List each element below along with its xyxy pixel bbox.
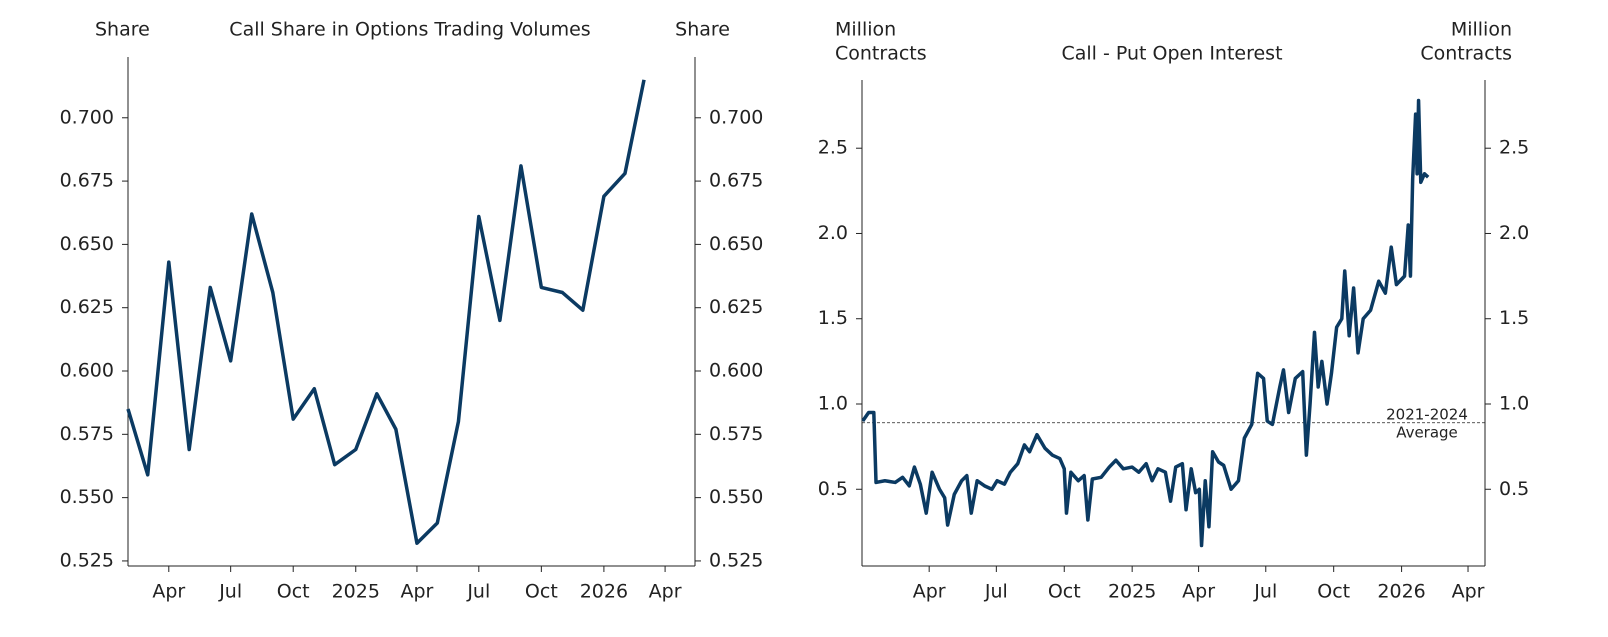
x-tick-label: Jul — [218, 581, 242, 603]
y2-tick-label: 1.0 — [1499, 393, 1529, 415]
y2-tick-label: 0.700 — [709, 106, 763, 128]
y2-axis-label: Million — [1451, 19, 1512, 41]
y2-tick-label: 0.600 — [709, 360, 763, 382]
y2-tick-label: 0.575 — [709, 423, 763, 445]
x-tick-label: 2025 — [332, 581, 380, 603]
y-tick-label: 1.5 — [818, 307, 848, 329]
y-tick-label: 2.0 — [818, 222, 848, 244]
chart-title: Call Share in Options Trading Volumes — [229, 19, 590, 41]
y2-tick-label: 2.5 — [1499, 137, 1529, 159]
y-axis-label: Share — [95, 19, 150, 41]
y-axis-label: Million — [835, 19, 896, 41]
x-tick-label: 2026 — [1377, 581, 1425, 603]
x-tick-label: Oct — [525, 581, 558, 603]
y2-tick-label: 0.675 — [709, 170, 763, 192]
x-tick-label: Oct — [277, 581, 310, 603]
y-tick-label: 0.625 — [60, 296, 114, 318]
y-tick-label: 0.700 — [60, 106, 114, 128]
y2-tick-label: 0.550 — [709, 486, 763, 508]
x-tick-label: Jul — [1253, 581, 1277, 603]
x-tick-label: Apr — [1182, 581, 1215, 603]
y2-axis-label: Contracts — [1420, 43, 1512, 65]
x-tick-label: Jul — [466, 581, 490, 603]
y-axis-label: Contracts — [835, 43, 927, 65]
y-tick-label: 0.550 — [60, 486, 114, 508]
y2-tick-label: 2.0 — [1499, 222, 1529, 244]
y2-tick-label: 0.525 — [709, 549, 763, 571]
y-tick-label: 2.5 — [818, 137, 848, 159]
x-tick-label: Apr — [401, 581, 434, 603]
data-line — [861, 98, 1430, 548]
y-tick-label: 0.525 — [60, 549, 114, 571]
y2-tick-label: 0.650 — [709, 233, 763, 255]
data-line — [126, 79, 646, 545]
y-tick-label: 0.600 — [60, 360, 114, 382]
x-tick-label: 2026 — [580, 581, 628, 603]
y2-tick-label: 1.5 — [1499, 307, 1529, 329]
y-tick-label: 0.5 — [818, 478, 848, 500]
y-tick-label: 0.650 — [60, 233, 114, 255]
x-tick-label: Oct — [1048, 581, 1081, 603]
chart-title: Call - Put Open Interest — [1061, 43, 1282, 65]
y-tick-label: 1.0 — [818, 393, 848, 415]
x-tick-label: Oct — [1317, 581, 1350, 603]
reference-label: 2021-2024 — [1386, 405, 1468, 423]
y-tick-label: 0.675 — [60, 170, 114, 192]
x-tick-label: 2025 — [1108, 581, 1156, 603]
x-tick-label: Apr — [913, 581, 946, 603]
y2-tick-label: 0.5 — [1499, 478, 1529, 500]
y2-axis-label: Share — [675, 19, 730, 41]
reference-label: Average — [1396, 423, 1458, 441]
x-tick-label: Apr — [152, 581, 185, 603]
x-tick-label: Apr — [1452, 581, 1485, 603]
x-tick-label: Jul — [984, 581, 1008, 603]
y-tick-label: 0.575 — [60, 423, 114, 445]
x-tick-label: Apr — [649, 581, 682, 603]
y2-tick-label: 0.625 — [709, 296, 763, 318]
